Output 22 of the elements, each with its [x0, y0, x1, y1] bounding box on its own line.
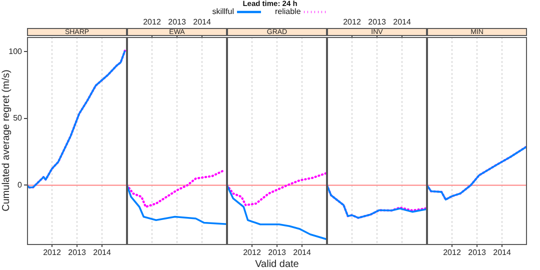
x-tick-label: 2012: [343, 17, 362, 26]
legend-label: reliable: [274, 7, 301, 16]
x-tick-label: 2012: [143, 17, 162, 26]
y-tick-label: 0: [18, 180, 23, 190]
legend-label: skillful: [212, 7, 234, 16]
y-tick-label: 100: [8, 46, 23, 56]
x-tick-label: 2012: [43, 248, 62, 258]
x-tick-label: 2013: [168, 17, 186, 26]
x-axis-title: Valid date: [255, 258, 300, 270]
x-tick-label: 2012: [243, 248, 262, 258]
x-tick-label: 2014: [493, 248, 512, 258]
x-tick-label: 2014: [393, 17, 412, 26]
x-tick-label: 2014: [293, 248, 312, 258]
x-tick-label: 2013: [68, 248, 86, 258]
x-tick-label: 2014: [93, 248, 112, 258]
x-tick-label: 2013: [468, 248, 486, 258]
y-tick-label: 50: [13, 114, 23, 123]
x-tick-label: 2012: [443, 248, 462, 258]
x-tick-label: 2013: [368, 17, 386, 26]
y-axis-title: Cumulated average regret (m/s): [0, 70, 12, 212]
x-tick-label: 2013: [268, 248, 286, 258]
x-tick-label: 2014: [193, 17, 212, 26]
